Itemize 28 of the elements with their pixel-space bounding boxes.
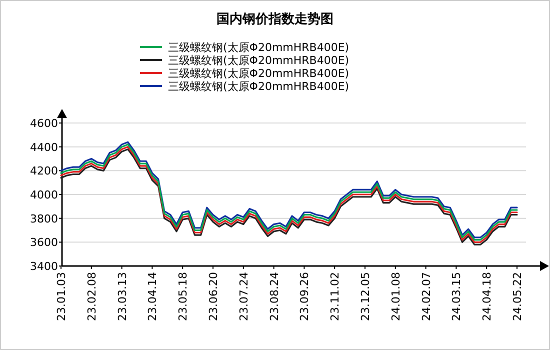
x-tick-label: 23.02.08 (85, 272, 98, 321)
y-tick-label: 3800 (30, 212, 58, 226)
x-tick-label: 23.04.14 (146, 272, 160, 321)
x-tick-label: 23.11.02 (328, 272, 342, 321)
x-tick-label: 24.02.07 (420, 272, 433, 321)
x-tick-label: 23.12.05 (359, 272, 372, 321)
x-tick-label: 23.09.26 (298, 272, 312, 321)
chart-title: 国内钢价指数走势图 (216, 11, 334, 27)
x-tick-label: 23.01.03 (55, 272, 68, 321)
legend-label: 三级螺纹钢(太原Φ20mmHRB400E) (168, 80, 350, 93)
x-tick-label: 24.05.22 (511, 272, 524, 321)
legend-label: 三级螺纹钢(太原Φ20mmHRB400E) (168, 54, 350, 67)
y-tick-label: 4600 (30, 117, 58, 130)
x-tick-label: 23.06.20 (207, 272, 220, 321)
legend-label: 三级螺纹钢(太原Φ20mmHRB400E) (168, 67, 350, 80)
x-tick-label: 24.03.15 (450, 272, 464, 321)
x-tick-label: 24.01.08 (389, 272, 402, 321)
y-tick-label: 3600 (30, 236, 58, 250)
y-tick-label: 3400 (30, 260, 58, 273)
y-tick-label: 4000 (30, 188, 58, 202)
x-tick-label: 23.08.24 (268, 272, 281, 321)
y-tick-label: 4400 (30, 140, 58, 154)
x-tick-label: 24.04.18 (480, 272, 494, 321)
x-tick-label: 23.05.18 (176, 272, 190, 321)
legend-label: 三级螺纹钢(太原Φ20mmHRB400E) (168, 41, 350, 54)
y-tick-label: 4200 (30, 164, 58, 178)
x-tick-label: 23.07.24 (237, 272, 250, 321)
x-tick-label: 23.03.13 (116, 272, 129, 321)
